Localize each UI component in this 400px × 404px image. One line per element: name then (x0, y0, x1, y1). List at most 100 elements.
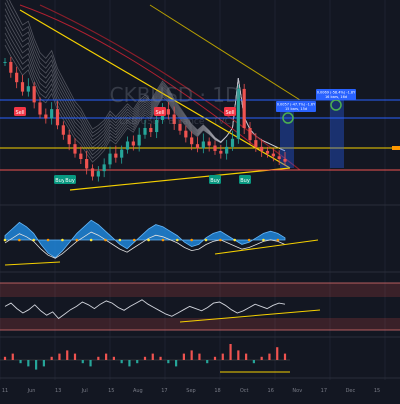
chart-title: CKBUSD · 1D (110, 83, 241, 107)
histogram-bar (66, 350, 69, 360)
signal-badge-buy (54, 175, 66, 184)
measure-label-text: 15 bars, 15d (285, 107, 307, 111)
oscillator-dot (46, 238, 50, 242)
candle-body (90, 168, 95, 177)
candle-body (260, 146, 264, 151)
histogram-bar (276, 347, 279, 360)
oscillator-dot (3, 238, 7, 242)
histogram-bar (89, 360, 92, 367)
trend-line-secondary (149, 4, 301, 101)
histogram-bar (182, 353, 185, 360)
histogram-bar (143, 356, 147, 360)
x-tick-label: 17 (161, 388, 167, 394)
oscillator-dot (104, 238, 107, 242)
signal-label: Buy (55, 178, 65, 184)
rsi-oversold-band (0, 318, 400, 330)
candle-body (178, 123, 182, 131)
histogram-bar (19, 360, 22, 364)
histogram-bar (268, 353, 271, 360)
candle-body (213, 145, 217, 151)
histogram-bar (27, 360, 30, 367)
ma-ribbon-line (4, 44, 286, 163)
trend-line-resistance (19, 9, 291, 169)
candle-body (201, 141, 205, 149)
signal-badge-sell (154, 107, 166, 116)
signal-badge-buy (209, 175, 221, 184)
candle-body (85, 159, 89, 169)
signal-badge-buy (239, 175, 251, 184)
candle-body (277, 156, 281, 159)
trend-line-support (69, 167, 291, 191)
measure-label-box (276, 101, 316, 112)
candle-body (61, 125, 65, 135)
histogram-bar (120, 360, 123, 364)
oscillator-dot (190, 238, 193, 242)
signal-badge-sell (14, 107, 26, 116)
measure-label-text: 0.0057 (-47.7%) -1.6Y (277, 103, 316, 107)
ma-ribbon-line (4, 32, 286, 156)
candle-body (248, 128, 252, 141)
rsi-divergence-line (179, 309, 321, 323)
projection-box (280, 108, 294, 168)
candle-body (242, 88, 246, 128)
candle-body (55, 109, 60, 126)
chart-subtitle: CKB/USD · Binance · TVC (119, 117, 231, 127)
rsi-overbought-band (0, 283, 400, 297)
signal-label: Sell (225, 110, 234, 116)
histogram-bar (237, 350, 240, 360)
ma-ribbon-line (4, 14, 286, 152)
candle-body (67, 134, 71, 145)
candle-body (254, 140, 258, 147)
histogram-bar (105, 353, 108, 360)
x-tick-label: 16 (268, 388, 274, 394)
candle-body (131, 141, 135, 146)
candle-body (32, 86, 36, 103)
oscillator-dot (176, 238, 179, 242)
candle-body (96, 171, 100, 177)
x-tick-label: 13 (55, 388, 61, 394)
oscillator-dot (204, 238, 208, 242)
candle-body (38, 102, 42, 115)
oscillator-dot (61, 238, 64, 242)
candle-body (166, 109, 170, 115)
candle-body (207, 141, 211, 146)
oscillator-dot (132, 238, 136, 242)
histogram-bar (206, 360, 209, 364)
histogram-bar (175, 360, 178, 367)
candle-body (155, 119, 159, 133)
candle-body (236, 88, 240, 139)
histogram-bar (81, 360, 84, 364)
candle-body (120, 149, 124, 158)
x-tick-label: 17 (321, 388, 327, 394)
candle-body (190, 137, 194, 145)
candle-body (271, 153, 275, 157)
candle-body (79, 153, 83, 159)
x-tick-label: Aug (133, 388, 143, 394)
signal-label: Buy (210, 178, 220, 184)
histogram-bar (252, 360, 255, 364)
projection-box (330, 98, 344, 168)
histogram-bar (159, 356, 162, 360)
x-tick-label: Sep (186, 388, 195, 394)
x-tick-label: Jun (27, 388, 36, 394)
histogram-bar (97, 356, 100, 360)
x-tick-label: Jul (81, 388, 88, 394)
histogram-bar (50, 356, 53, 360)
histogram-bar (167, 360, 170, 364)
price-tag (392, 146, 400, 150)
candle-body (265, 150, 270, 154)
x-tick-label: Nov (292, 388, 302, 394)
candle-body (230, 138, 235, 147)
oscillator-dot (89, 238, 93, 242)
ma-ribbon-line (4, 38, 286, 159)
x-tick-label: 11 (2, 388, 8, 394)
histogram-bar (229, 344, 232, 360)
candle-body (172, 114, 176, 124)
signal-label: Buy (240, 178, 250, 184)
oscillator-dot (18, 238, 21, 242)
candle-body (44, 114, 48, 119)
oscillator-dot (233, 238, 237, 242)
histogram-bar (221, 353, 224, 360)
candle-body (50, 109, 54, 119)
